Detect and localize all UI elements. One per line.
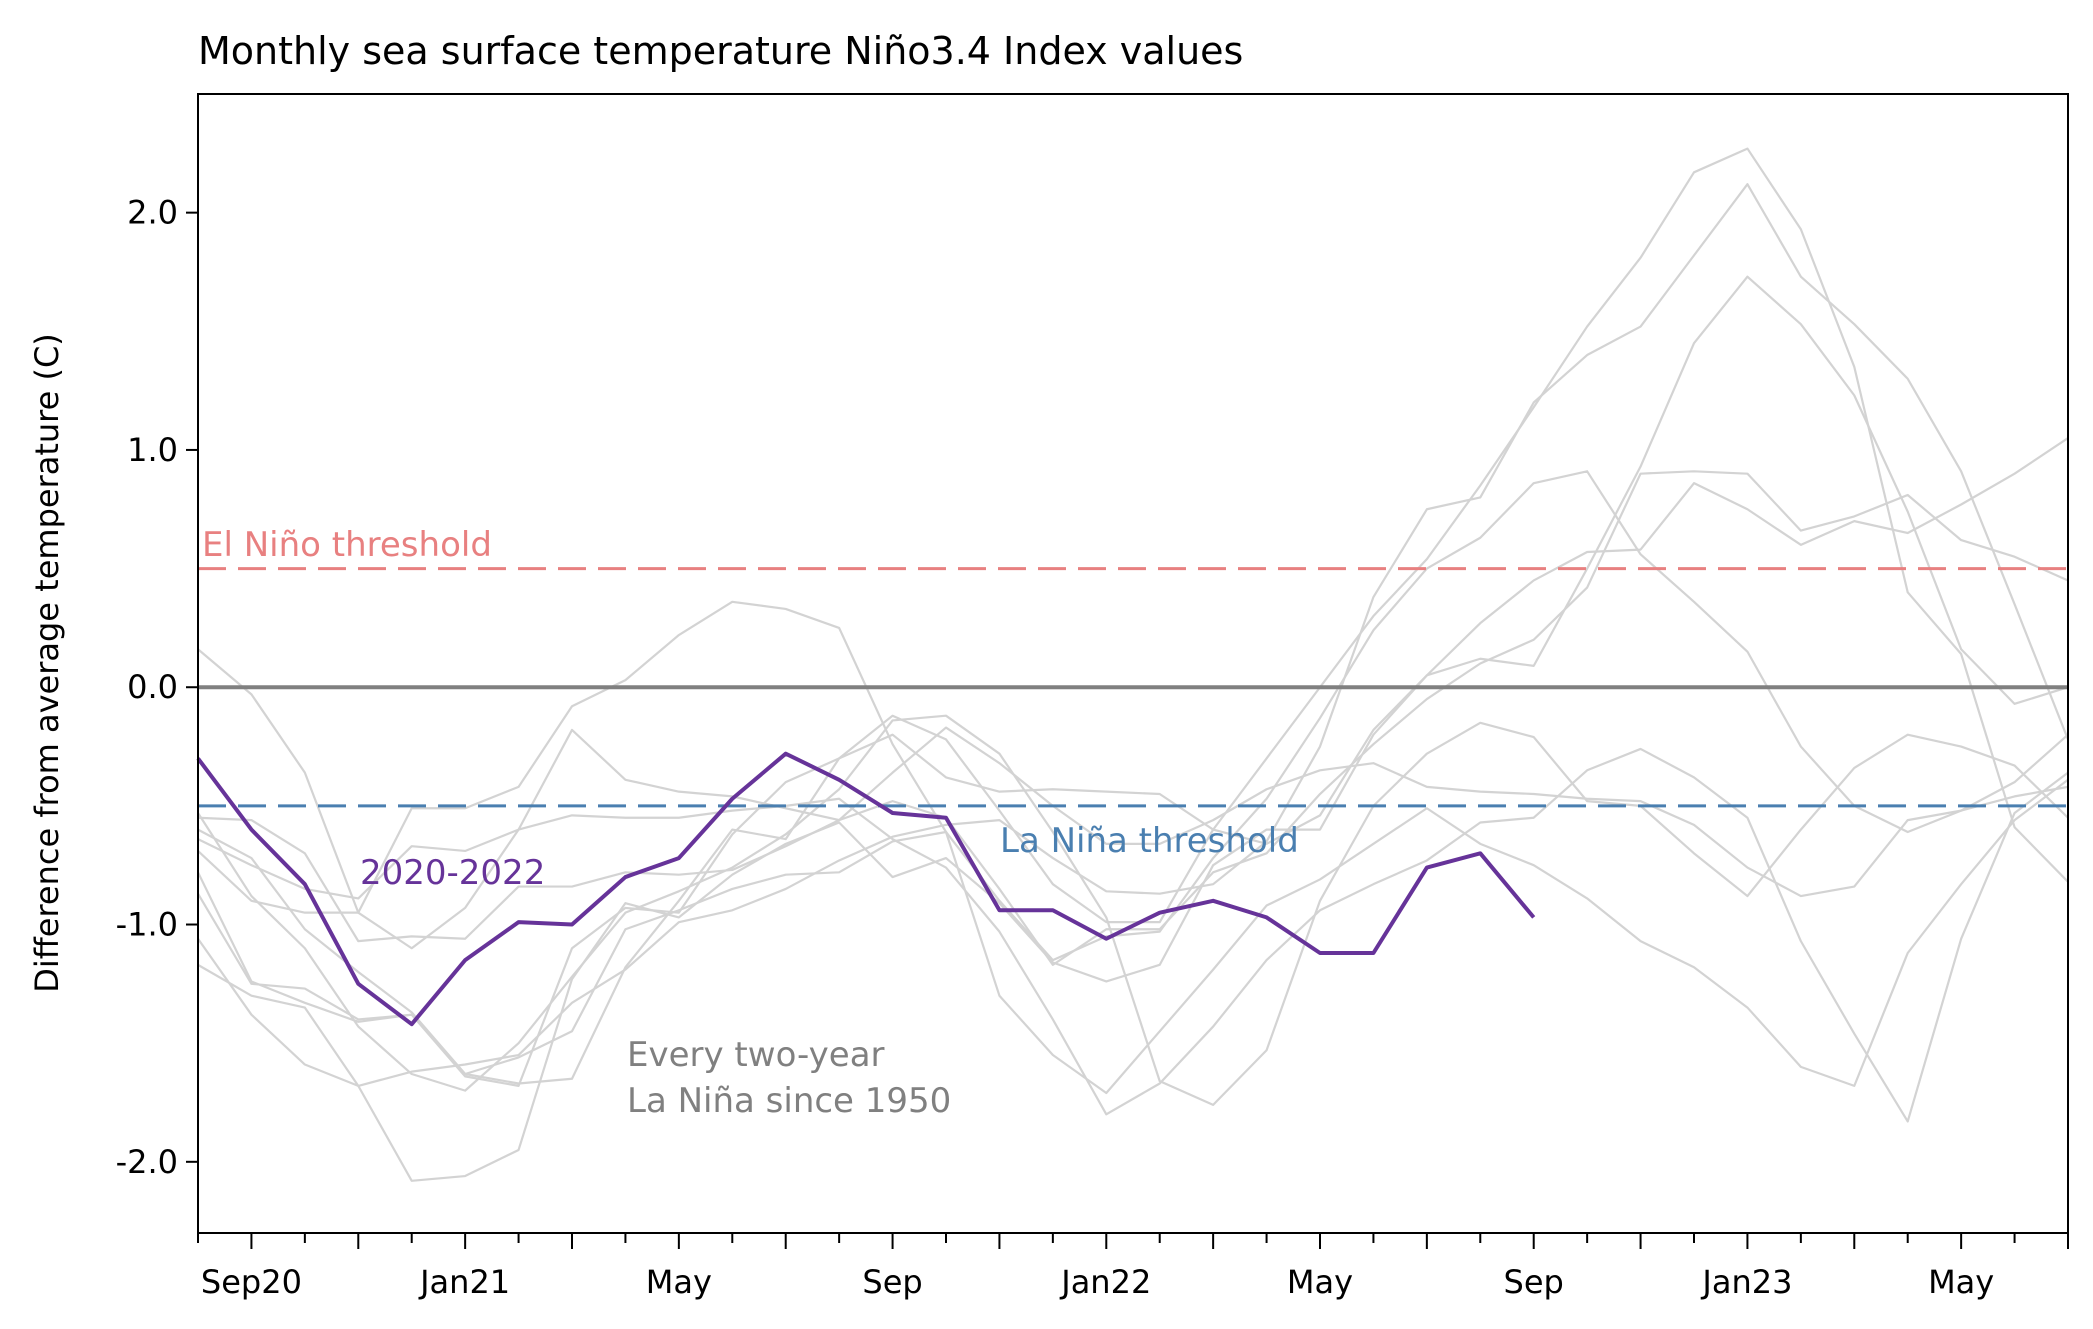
x-tick-label: May (1928, 1263, 1994, 1301)
highlight-series-label: 2020-2022 (360, 853, 545, 893)
background-series-line-1 (197, 470, 2069, 966)
x-tick-label: Jan21 (418, 1263, 510, 1301)
background-series-line-10 (197, 778, 2069, 1095)
y-axis-label: Difference from average temperature (C) (28, 333, 66, 993)
y-axis: 2.0 1.0 0.0 -1.0 -2.0 (116, 194, 198, 1181)
y-tick-label: 1.0 (127, 431, 178, 469)
background-series-line-4 (197, 147, 2069, 1087)
annotations-group: El Niño threshold La Niña threshold 2020… (202, 525, 1299, 1121)
y-tick-label: -2.0 (116, 1143, 178, 1181)
la-nina-threshold-label: La Niña threshold (1000, 821, 1299, 861)
background-series-line-9 (197, 747, 2069, 1123)
x-tick-label: Sep (862, 1263, 922, 1301)
background-series-line-7 (197, 726, 2069, 943)
y-tick-label: 0.0 (127, 668, 178, 706)
background-series-line-8 (197, 714, 2069, 1106)
background-series-group (197, 147, 2070, 1182)
x-axis: Sep20 Jan21 May Sep Jan22 May Sep Jan23 May (197, 1233, 2069, 1301)
background-series-line-5 (197, 183, 2070, 1087)
y-tick-label: -1.0 (116, 906, 178, 944)
x-tick-label: Jan22 (1059, 1263, 1151, 1301)
x-tick-label: May (1287, 1263, 1353, 1301)
plot-area-frame (197, 93, 2069, 1234)
background-series-line-2 (197, 470, 2069, 962)
y-tick-label: 2.0 (127, 194, 178, 232)
background-label-line2: La Niña since 1950 (627, 1081, 951, 1121)
x-tick-label: Sep (1504, 1263, 1564, 1301)
background-series-line-6 (197, 275, 2069, 1182)
highlight-series-group (196, 751, 1536, 1027)
background-series-line-3 (197, 437, 2069, 1085)
highlight-series-line (196, 751, 1536, 1027)
reference-lines-group (198, 567, 2068, 808)
background-label-line1: Every two-year (627, 1035, 885, 1075)
x-tick-label: Jan23 (1700, 1263, 1792, 1301)
chart-title: Monthly sea surface temperature Niño3.4 … (198, 29, 1243, 73)
x-tick-label: May (646, 1263, 712, 1301)
el-nino-threshold-label: El Niño threshold (202, 525, 492, 565)
x-tick-label: Sep20 (201, 1263, 302, 1301)
